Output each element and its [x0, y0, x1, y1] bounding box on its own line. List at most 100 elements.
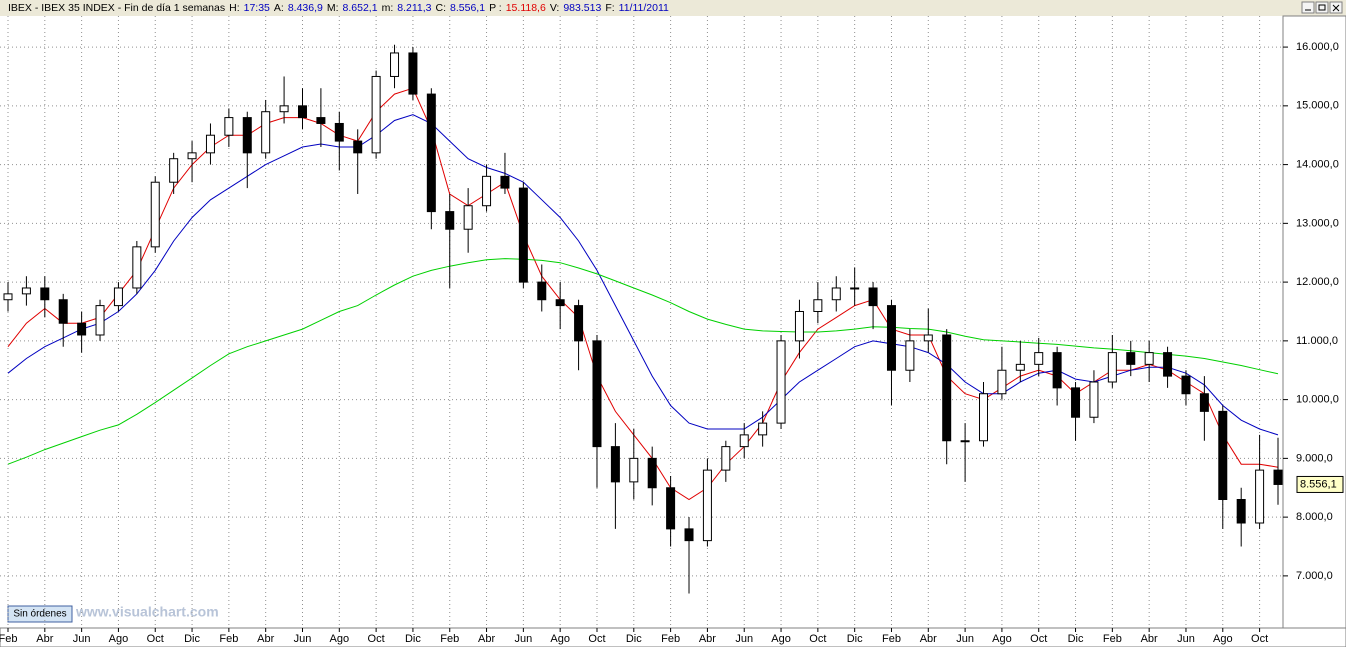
- candle-body: [1181, 375, 1191, 395]
- header-value: 15.118,6: [506, 2, 546, 14]
- candle-body: [1255, 469, 1265, 524]
- icon: [1332, 4, 1340, 12]
- candle-body: [1273, 469, 1283, 485]
- candle-body: [758, 422, 768, 436]
- x-tick-label: Jun: [294, 633, 312, 645]
- y-tick-label: 11.000,0: [1296, 335, 1338, 347]
- header-value: 8.436,9: [288, 2, 323, 14]
- candle-body: [1126, 352, 1136, 365]
- candle-body: [574, 305, 584, 342]
- candle-body: [482, 175, 492, 207]
- x-tick-label: Oct: [588, 633, 605, 645]
- header-value: 983.513: [563, 2, 601, 14]
- y-tick-label: 7.000,0: [1296, 570, 1333, 582]
- x-tick-label: Dic: [405, 633, 421, 645]
- candle-body: [371, 75, 381, 154]
- last-price-box: [1296, 475, 1344, 493]
- x-tick-label: Jun: [956, 633, 974, 645]
- candle-body: [224, 117, 234, 136]
- candle-body: [445, 211, 455, 230]
- candle-body: [997, 369, 1007, 395]
- x-tick-label: Ago: [330, 633, 350, 645]
- x-tick-label: Jun: [514, 633, 532, 645]
- x-tick-label: Feb: [661, 633, 680, 645]
- candle-body: [850, 287, 860, 290]
- x-tick-label: Dic: [626, 633, 642, 645]
- x-tick-label: Feb: [219, 633, 238, 645]
- candle-body: [261, 111, 271, 154]
- header-key: C:: [436, 2, 447, 14]
- candle-body: [610, 446, 620, 483]
- candle-body: [776, 340, 786, 424]
- x-tick-label: Feb: [440, 633, 459, 645]
- x-tick-label: Dic: [184, 633, 200, 645]
- candle-body: [408, 52, 418, 95]
- minimize-button[interactable]: [1301, 1, 1315, 14]
- header-key: A:: [274, 2, 284, 14]
- x-tick-label: Feb: [0, 633, 17, 645]
- window-buttons[interactable]: [1301, 1, 1343, 14]
- x-tick-label: Oct: [1251, 633, 1268, 645]
- candle-body: [21, 287, 31, 295]
- header-bar: [0, 0, 1346, 16]
- x-tick-label: Oct: [1030, 633, 1047, 645]
- candle-body: [1015, 363, 1025, 371]
- x-tick-label: Abr: [36, 633, 53, 645]
- icon: [1318, 4, 1326, 11]
- candle-body: [942, 334, 952, 442]
- candle-body: [739, 434, 749, 448]
- candle-body: [813, 299, 823, 312]
- header-value: 8.652,1: [343, 2, 378, 14]
- candle-body: [537, 281, 547, 301]
- x-tick-label: Oct: [809, 633, 826, 645]
- candle-body: [1218, 410, 1228, 501]
- candle-body: [169, 158, 179, 183]
- candle-body: [886, 305, 896, 371]
- candle-body: [1163, 352, 1173, 377]
- maximize-button[interactable]: [1315, 1, 1329, 14]
- candle-body: [390, 52, 400, 77]
- candle-body: [1236, 499, 1246, 524]
- candle-body: [242, 117, 252, 154]
- y-tick-label: 8.000,0: [1296, 511, 1333, 523]
- watermark: www.visualchart.com: [75, 604, 219, 620]
- x-tick-label: Oct: [368, 633, 385, 645]
- candle-body: [3, 293, 13, 301]
- candle-body: [647, 457, 657, 489]
- x-tick-label: Abr: [478, 633, 495, 645]
- candle-body: [923, 334, 933, 342]
- header-key: V:: [550, 2, 560, 14]
- orders-button[interactable]: [7, 605, 73, 623]
- y-tick-label: 15.000,0: [1296, 100, 1339, 112]
- header-value: 8.211,3: [397, 2, 431, 14]
- candle-body: [132, 246, 142, 289]
- candle-body: [40, 287, 50, 301]
- candle-body: [58, 299, 68, 324]
- x-tick-label: Feb: [1103, 633, 1122, 645]
- x-tick-label: Abr: [920, 633, 937, 645]
- candle-body: [426, 93, 436, 213]
- candle-body: [316, 117, 326, 124]
- y-tick-label: 10.000,0: [1296, 394, 1339, 406]
- candle-body: [702, 469, 712, 542]
- y-tick-label: 12.000,0: [1296, 276, 1339, 288]
- candle-body: [721, 446, 731, 471]
- candle-body: [205, 134, 215, 154]
- header-title: IBEX - IBEX 35 INDEX - Fin de día 1 sema…: [8, 2, 225, 14]
- y-tick-label: 16.000,0: [1296, 41, 1339, 53]
- y-axis-panel: [1282, 15, 1346, 629]
- candle-body: [1052, 352, 1062, 389]
- x-tick-label: Ago: [550, 633, 570, 645]
- orders-button-label[interactable]: Sin órdenes: [13, 609, 66, 620]
- candle-body: [334, 122, 344, 142]
- header-key: P :: [489, 2, 502, 14]
- x-tick-label: Abr: [699, 633, 716, 645]
- x-tick-label: Oct: [147, 633, 164, 645]
- x-tick-label: Ago: [771, 633, 791, 645]
- x-tick-label: Abr: [257, 633, 274, 645]
- plot-area: [0, 16, 1283, 628]
- last-price-label: 8.556,1: [1300, 478, 1337, 490]
- candle-body: [463, 205, 473, 230]
- x-tick-label: Jun: [1177, 633, 1195, 645]
